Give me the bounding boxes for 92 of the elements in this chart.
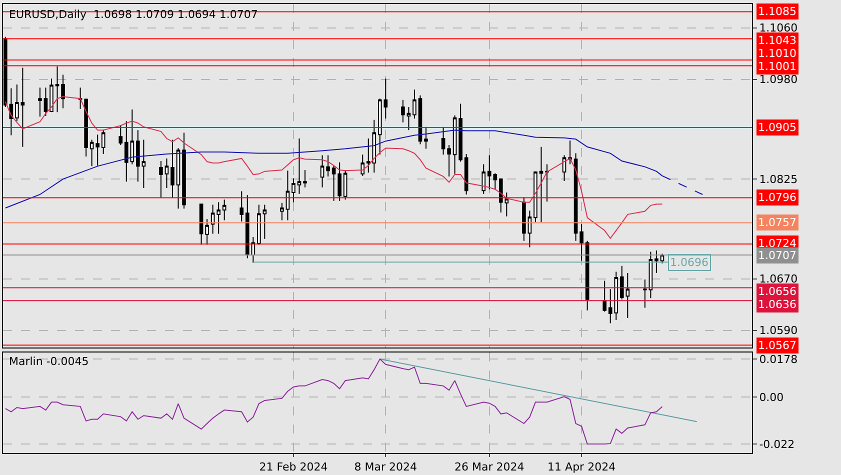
candlestick (96, 134, 100, 166)
candlestick (643, 278, 647, 308)
ref-line-label: 1.1010 (758, 47, 796, 60)
candlestick (240, 190, 244, 222)
candlestick (262, 204, 267, 240)
candlestick (216, 202, 220, 234)
candlestick (384, 78, 388, 120)
candlestick (482, 164, 486, 194)
candlestick (9, 88, 14, 136)
chart-title: Marlin -0.0045 (9, 355, 89, 368)
ref-line-label: 1.1085 (758, 5, 796, 18)
candlestick (401, 99, 405, 123)
candlestick (654, 250, 658, 274)
y-tick-label: 0.0178 (759, 352, 798, 366)
candlestick (50, 78, 54, 113)
candlestick (199, 204, 204, 246)
candlestick (452, 114, 457, 174)
y-tick-label: 1.0825 (759, 172, 798, 186)
candlestick (326, 154, 330, 177)
candlestick (142, 139, 146, 189)
candlestick (360, 154, 365, 176)
line-series (4, 96, 663, 239)
candlestick (55, 66, 60, 113)
x-tick-label: 8 Mar 2024 (354, 460, 418, 474)
candlestick (297, 138, 302, 194)
y-tick-label: 1.1060 (759, 22, 798, 35)
candlestick (61, 74, 65, 109)
candlestick (320, 154, 324, 188)
candlestick (78, 87, 82, 110)
ref-line-label: 1.0656 (758, 285, 796, 298)
candlestick (406, 106, 411, 131)
candlestick (412, 89, 416, 120)
y-tick-label: 1.0670 (759, 272, 798, 286)
y-tick-label: 0.00 (759, 390, 784, 404)
x-tick-label: 21 Feb 2024 (259, 460, 328, 474)
candlestick (84, 98, 88, 158)
candlestick (164, 158, 169, 189)
candlestick (20, 67, 25, 148)
candlestick (44, 87, 48, 116)
candlestick (441, 126, 446, 156)
candlestick (528, 210, 532, 248)
candlestick (205, 218, 209, 246)
ref-line-label: 1.0724 (758, 237, 796, 250)
y-tick-label: 1.0980 (759, 73, 798, 86)
candlestick (545, 164, 549, 202)
candlestick (292, 178, 296, 203)
candlestick (286, 170, 290, 221)
candlestick (280, 202, 284, 221)
ref-line-label: 1.1001 (758, 60, 796, 73)
candlestick (332, 165, 336, 202)
candlestick (90, 139, 94, 167)
candlestick (539, 146, 544, 223)
ref-line-label: 1.1043 (758, 34, 796, 47)
candlestick (562, 154, 566, 182)
candlestick (343, 170, 348, 200)
x-tick-label: 26 Mar 2024 (454, 460, 524, 474)
ref-line-label: 1.0636 (758, 298, 796, 311)
candlestick (522, 196, 526, 242)
candlestick (118, 124, 123, 146)
line-series (4, 358, 663, 445)
candlestick (257, 204, 261, 246)
y-tick-label: -0.022 (759, 438, 795, 451)
ref-line-label: 1.0757 (758, 216, 796, 229)
ref-line-label: 1.0796 (758, 191, 796, 204)
candlestick (458, 103, 462, 162)
candlestick (182, 132, 186, 210)
candlestick (15, 84, 19, 122)
candlestick (222, 199, 226, 221)
candlestick (424, 126, 428, 150)
candlestick (101, 130, 106, 154)
ref-line-label: 1.0905 (758, 121, 796, 134)
candlestick (447, 144, 451, 177)
candlestick (568, 140, 572, 165)
candlestick (170, 139, 174, 198)
candlestick (338, 162, 342, 202)
x-tick-label: 11 Apr 2024 (548, 460, 616, 474)
candlestick (602, 280, 607, 312)
ref-line-label: 1.0567 (758, 339, 796, 352)
candlestick (176, 148, 180, 210)
y-tick-label: 1.0590 (759, 324, 798, 338)
chart-title: EURUSD,Daily 1.0698 1.0709 1.0694 1.0707 (9, 8, 258, 21)
ref-line-label: 1.0707 (758, 249, 796, 262)
candlestick (136, 130, 140, 182)
candlestick (648, 251, 653, 299)
candlestick (303, 170, 307, 188)
candlestick (378, 98, 382, 156)
candlestick (580, 224, 584, 262)
candlestick (38, 87, 42, 118)
candlestick (534, 170, 538, 223)
annotation: 1.0696 (670, 256, 708, 269)
candlestick (210, 204, 215, 234)
candlestick (159, 160, 163, 198)
